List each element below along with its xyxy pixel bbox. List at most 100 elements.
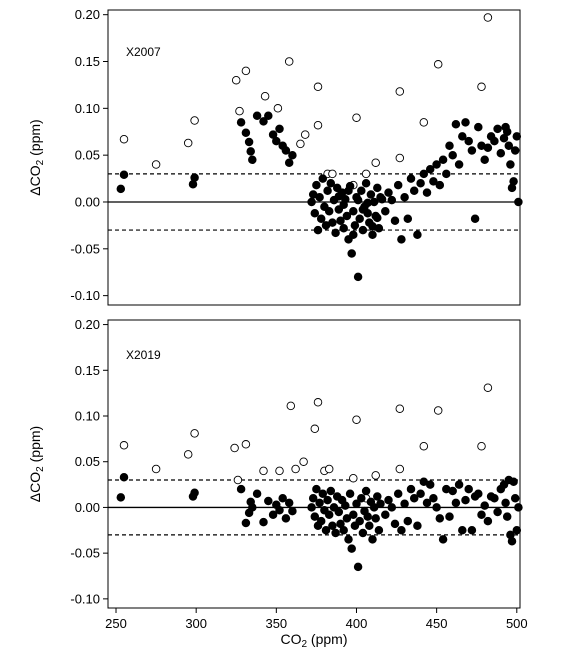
data-point-filled: [432, 503, 441, 512]
data-point-open: [119, 441, 129, 450]
data-point-filled: [326, 486, 336, 496]
data-point-filled: [241, 128, 251, 137]
data-point-filled: [438, 535, 448, 544]
data-point-open: [296, 139, 305, 149]
data-point-filled: [339, 200, 348, 210]
panel-title: X2019: [126, 348, 161, 362]
data-point-filled: [326, 179, 336, 188]
data-point-filled: [467, 526, 477, 535]
data-point-filled: [236, 484, 246, 494]
data-point-filled: [365, 521, 374, 530]
data-point-open: [183, 450, 193, 459]
data-point-filled: [384, 495, 393, 505]
data-point-filled: [334, 507, 344, 517]
data-point-filled: [499, 134, 509, 143]
x-tick-label: 300: [185, 616, 207, 631]
data-point-filled: [419, 169, 429, 179]
data-point-filled: [361, 179, 371, 188]
data-point-filled: [467, 146, 477, 155]
data-point-filled: [342, 514, 352, 523]
data-point-filled: [397, 526, 406, 535]
data-point-filled: [448, 150, 457, 160]
data-point-open: [260, 91, 270, 101]
data-point-filled: [400, 193, 409, 202]
data-point-filled: [413, 521, 422, 530]
data-point-filled: [119, 473, 129, 482]
data-point-open: [231, 75, 241, 85]
data-point-open: [419, 441, 429, 451]
data-point-filled: [318, 489, 328, 498]
data-point-filled: [501, 498, 510, 508]
data-point-filled: [480, 155, 489, 165]
data-point-open: [371, 471, 380, 480]
data-point-filled: [355, 516, 364, 526]
y-tick-label: 0.05: [75, 454, 100, 469]
data-point-filled: [324, 207, 334, 216]
x-tick-label: 500: [506, 616, 528, 631]
plot-area: [108, 383, 523, 572]
data-point-filled: [474, 122, 483, 132]
data-point-open: [151, 464, 161, 474]
data-point-filled: [352, 499, 361, 509]
data-point-filled: [384, 188, 393, 197]
data-point-filled: [321, 526, 331, 535]
data-point-filled: [323, 186, 332, 195]
data-point-filled: [445, 512, 454, 521]
data-point-filled: [259, 517, 268, 527]
data-point-filled: [464, 136, 473, 146]
y-tick-label: 0.15: [75, 54, 100, 69]
data-point-filled: [328, 521, 337, 530]
data-point-filled: [316, 214, 326, 224]
data-point-filled: [445, 141, 454, 151]
data-point-filled: [308, 494, 318, 503]
data-point-filled: [355, 214, 364, 224]
data-point-filled: [387, 195, 397, 205]
data-point-filled: [324, 510, 334, 519]
data-point-filled: [368, 535, 377, 544]
y-tick-label: 0.10: [75, 101, 100, 116]
y-tick-label: 0.15: [75, 363, 100, 378]
y-tick-label: 0.00: [75, 194, 100, 209]
data-point-filled: [461, 118, 470, 127]
data-point-open: [273, 104, 283, 113]
x-tick-label: 350: [265, 616, 287, 631]
data-point-filled: [264, 111, 273, 121]
data-point-filled: [422, 188, 432, 197]
data-point-filled: [435, 514, 445, 523]
data-point-filled: [284, 498, 294, 508]
data-point-filled: [288, 506, 297, 516]
data-point-filled: [246, 147, 255, 156]
data-point-open: [395, 404, 405, 413]
data-point-filled: [406, 484, 416, 494]
data-point-filled: [373, 492, 382, 501]
data-point-filled: [350, 221, 360, 230]
data-point-open: [300, 130, 310, 139]
data-point-filled: [403, 214, 413, 224]
data-point-filled: [493, 124, 502, 134]
data-point-filled: [281, 146, 291, 155]
data-point-filled: [119, 170, 129, 180]
data-point-filled: [252, 489, 262, 498]
panel-title: X2007: [126, 45, 161, 59]
data-point-filled: [416, 179, 425, 188]
data-point-filled: [502, 512, 512, 521]
data-point-filled: [272, 136, 281, 146]
data-point-filled: [429, 177, 438, 186]
data-point-filled: [381, 510, 390, 519]
data-point-filled: [116, 184, 126, 194]
data-point-filled: [288, 150, 297, 160]
data-point-filled: [483, 516, 493, 526]
data-point-open: [299, 457, 308, 466]
data-point-open: [477, 441, 486, 451]
x-tick-label: 450: [426, 616, 448, 631]
data-point-filled: [397, 235, 406, 244]
data-point-filled: [331, 528, 340, 538]
data-point-filled: [347, 249, 356, 258]
data-point-filled: [347, 544, 356, 553]
data-point-filled: [470, 214, 480, 224]
data-point-filled: [442, 169, 451, 179]
data-point-filled: [264, 496, 273, 506]
data-point-filled: [368, 230, 377, 240]
data-point-filled: [512, 132, 522, 141]
